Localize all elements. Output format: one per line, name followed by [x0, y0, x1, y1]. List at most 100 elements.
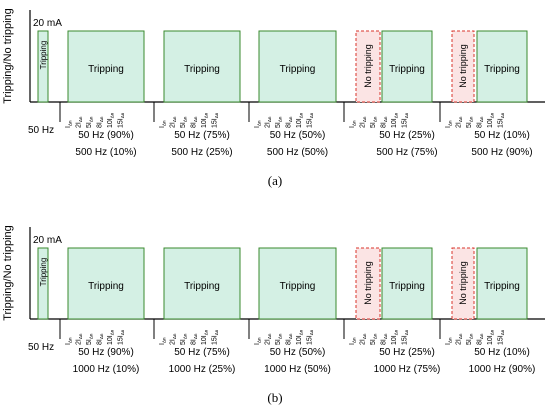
- tick-label-main: 15I: [212, 118, 219, 128]
- tick-label-subscript: Δn: [120, 329, 125, 335]
- tick-label: 2IΔn: [456, 333, 464, 345]
- tripping-bar: [381, 30, 433, 103]
- tick-label-subscript: Δn: [99, 116, 104, 122]
- tick-label-main: 15I: [402, 335, 409, 345]
- tick-label: 2IΔn: [265, 333, 273, 345]
- tick-label-subscript: Δn: [309, 112, 314, 118]
- tick-label-main: 15I: [307, 118, 314, 128]
- tick-label-main: 10I: [296, 118, 303, 128]
- tripping-bar: [163, 247, 241, 320]
- tick-label-main: I: [159, 126, 166, 128]
- tick-label: 2IΔn: [456, 116, 464, 128]
- tick-label-main: 15I: [498, 335, 505, 345]
- tick-label-subscript: Δn: [78, 333, 83, 339]
- tick-label-main: 8I: [191, 339, 198, 345]
- panel-a: Tripping/No tripping 20 mA Tripping 50 Hz Tr…: [2, 8, 545, 188]
- freq-mix-line1: 50 Hz (25%): [379, 347, 435, 358]
- tick-label-main: 10I: [107, 335, 114, 345]
- tick-label-subscript: Δn: [373, 333, 378, 339]
- tick-label: 10IΔn: [487, 329, 495, 345]
- tick-label-subscript: Δn: [89, 116, 94, 122]
- freq-mix-line2: 500 Hz (50%): [267, 147, 328, 158]
- single-freq-tripping-bar: [37, 247, 49, 320]
- tick-label: 8IΔn: [97, 333, 105, 345]
- tick-label-main: I: [254, 126, 261, 128]
- tick-label: 15IΔn: [402, 112, 410, 128]
- tick-label: IΔn: [349, 337, 357, 345]
- freq-mix-line2: 1000 Hz (75%): [374, 364, 441, 375]
- tick-label-main: 10I: [201, 335, 208, 345]
- tick-label: 15IΔn: [498, 329, 506, 345]
- freq-mix-line1: 50 Hz (90%): [78, 130, 134, 141]
- tick-label-main: 15I: [307, 335, 314, 345]
- tripping-label: Tripping: [389, 281, 425, 292]
- tick-label-subscript: Δn: [288, 333, 293, 339]
- tick-label-subscript: Δn: [404, 112, 409, 118]
- tick-label: 8IΔn: [381, 333, 389, 345]
- freq-mix-line2: 500 Hz (25%): [171, 147, 232, 158]
- tick-label: 10IΔn: [201, 112, 209, 128]
- tick-label: 10IΔn: [296, 329, 304, 345]
- tick-label-main: 10I: [487, 335, 494, 345]
- single-freq-label: 50 Hz: [28, 342, 54, 353]
- freq-mix-line1: 50 Hz (25%): [379, 130, 435, 141]
- tick-label-main: 2I: [76, 339, 83, 345]
- tick-label-subscript: Δn: [500, 329, 505, 335]
- tick-label: 8IΔn: [97, 116, 105, 128]
- tripping-bar: [381, 247, 433, 320]
- tick-label-main: I: [65, 343, 72, 345]
- tick-label-subscript: Δn: [448, 120, 453, 126]
- tripping-label: Tripping: [484, 64, 520, 75]
- panel-b: Tripping/No tripping 20 mA Tripping 50 Hz Tr…: [2, 225, 545, 405]
- tick-label-main: 5I: [466, 122, 473, 128]
- tick-label-main: 2I: [360, 339, 367, 345]
- tripping-label: Tripping: [280, 64, 316, 75]
- tick-label-main: 5I: [180, 122, 187, 128]
- no-tripping-label: No tripping: [363, 261, 373, 305]
- no-tripping-bar: [451, 30, 475, 103]
- tick-label-subscript: Δn: [110, 112, 115, 118]
- tick-label-subscript: Δn: [299, 112, 304, 118]
- tick-label-main: 5I: [180, 339, 187, 345]
- tick-label: IΔn: [254, 337, 262, 345]
- tick-label-subscript: Δn: [172, 333, 177, 339]
- tick-label: 2IΔn: [170, 116, 178, 128]
- tripping-bar: [258, 30, 337, 103]
- tick-label-subscript: Δn: [394, 112, 399, 118]
- freq-mix-line2: 1000 Hz (10%): [73, 364, 140, 375]
- freq-mix-line1: 50 Hz (75%): [174, 130, 230, 141]
- tick-label-subscript: Δn: [193, 333, 198, 339]
- tick-label-subscript: Δn: [373, 116, 378, 122]
- tick-label-subscript: Δn: [257, 120, 262, 126]
- tick-label-subscript: Δn: [162, 120, 167, 126]
- tick-label-subscript: Δn: [479, 116, 484, 122]
- tick-label-subscript: Δn: [362, 116, 367, 122]
- tripping-label: Tripping: [184, 281, 220, 292]
- tick-label-subscript: Δn: [479, 333, 484, 339]
- tick-label-subscript: Δn: [172, 116, 177, 122]
- tick-label: IΔn: [445, 120, 453, 128]
- tick-label-main: I: [445, 126, 452, 128]
- tick-label: 10IΔn: [487, 112, 495, 128]
- tick-label-subscript: Δn: [204, 112, 209, 118]
- tick-label-subscript: Δn: [204, 329, 209, 335]
- tick-label: IΔn: [159, 120, 167, 128]
- no-tripping-bar: [451, 247, 475, 320]
- tick-label-main: 5I: [86, 122, 93, 128]
- tick-label: IΔn: [349, 120, 357, 128]
- tick-label-main: 15I: [212, 335, 219, 345]
- tick-label-main: I: [159, 343, 166, 345]
- tripping-label: Tripping: [280, 281, 316, 292]
- tick-label-subscript: Δn: [362, 333, 367, 339]
- tick-label-main: 15I: [118, 335, 125, 345]
- tick-label: 15IΔn: [118, 329, 126, 345]
- tick-label-main: 2I: [76, 122, 83, 128]
- tick-label-main: 8I: [97, 122, 104, 128]
- y-axis-label: Tripping/No tripping: [2, 225, 14, 321]
- tick-label-main: 5I: [370, 339, 377, 345]
